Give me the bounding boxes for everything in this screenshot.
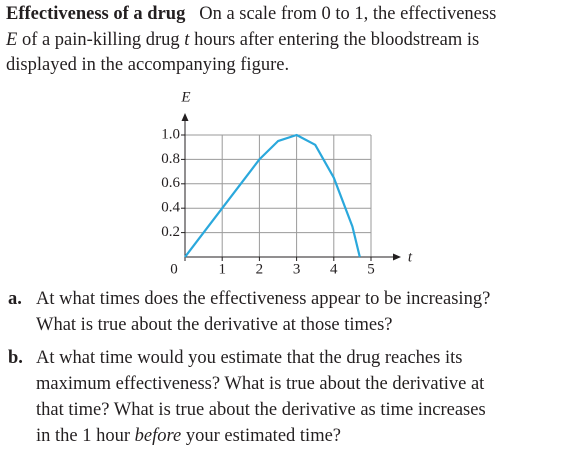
x-tick-label: 3 bbox=[293, 261, 301, 277]
y-tick-label: 0.8 bbox=[161, 151, 180, 167]
intro-line: Effectiveness of a drug On a scale from … bbox=[6, 4, 496, 24]
text: hours after entering the bloodstream is bbox=[189, 30, 480, 50]
x-tick-label: 0 bbox=[170, 261, 178, 277]
x-arrow bbox=[393, 253, 401, 261]
question-line: At what times does the effectiveness app… bbox=[36, 289, 490, 309]
x-tick-label: 4 bbox=[330, 261, 338, 277]
y-arrow bbox=[181, 113, 189, 121]
x-tick-label: 5 bbox=[367, 261, 375, 277]
text: t bbox=[184, 30, 190, 50]
text: in the 1 hour bbox=[36, 426, 135, 446]
question-line: What is true about the derivative at tho… bbox=[36, 315, 393, 335]
text: On a scale from 0 to 1, the effectivenes… bbox=[199, 4, 497, 24]
x-tick-label: 2 bbox=[256, 261, 264, 277]
text: At what time would you estimate that the… bbox=[36, 348, 463, 368]
x-tick-label: 1 bbox=[218, 261, 226, 277]
data-line bbox=[184, 133, 361, 258]
question-line: that time? What is true about the deriva… bbox=[36, 400, 486, 420]
text: that time? What is true about the deriva… bbox=[36, 400, 486, 420]
intro-line: displayed in the accompanying figure. bbox=[6, 55, 289, 75]
heading: Effectiveness of a drug bbox=[6, 4, 186, 24]
text: displayed in the accompanying figure. bbox=[6, 55, 290, 75]
y-axis-label: E bbox=[180, 89, 190, 105]
text: What is true about the derivative at tho… bbox=[36, 315, 393, 335]
text: maximum effectiveness? What is true abou… bbox=[36, 374, 485, 394]
text: before bbox=[134, 426, 182, 446]
text: At what times does the effectiveness app… bbox=[36, 289, 491, 309]
text: your estimated time? bbox=[181, 426, 342, 446]
question-line: maximum effectiveness? What is true abou… bbox=[36, 374, 484, 394]
y-tick-label: 1.0 bbox=[161, 126, 180, 142]
intro-line: E of a pain-killing drug t hours after e… bbox=[6, 30, 479, 50]
question-label: b. bbox=[8, 348, 23, 368]
text: E bbox=[6, 30, 18, 50]
y-tick-label: 0.4 bbox=[161, 200, 180, 216]
y-tick-label: 0.6 bbox=[161, 175, 180, 191]
question-line: in the 1 hour before your estimated time… bbox=[36, 426, 341, 446]
question-line: At what time would you estimate that the… bbox=[36, 348, 462, 368]
question-label: a. bbox=[8, 289, 22, 309]
chart: 0.2 0.4 0.6 0.8 1.0 0 1 2 3 4 5 Et bbox=[161, 89, 413, 277]
y-tick-label: 0.2 bbox=[161, 224, 180, 240]
x-axis-label: t bbox=[408, 249, 413, 265]
text: of a pain-killing drug bbox=[17, 30, 185, 50]
